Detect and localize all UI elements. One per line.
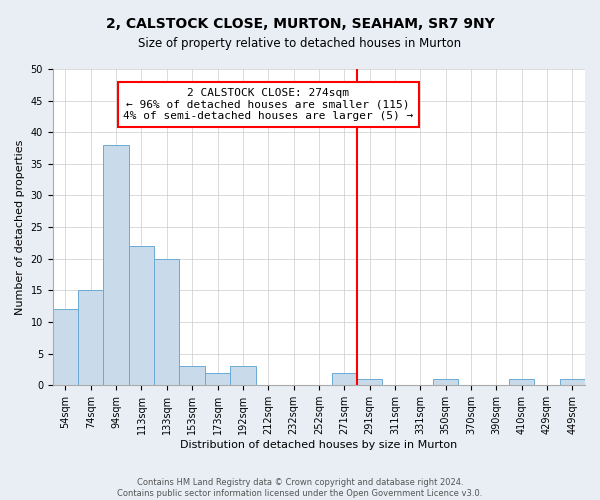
Bar: [509, 379, 535, 385]
Bar: [433, 379, 458, 385]
Bar: [129, 246, 154, 385]
X-axis label: Distribution of detached houses by size in Murton: Distribution of detached houses by size …: [180, 440, 458, 450]
Bar: [103, 145, 129, 385]
Bar: [357, 379, 382, 385]
Bar: [560, 379, 585, 385]
Bar: [53, 310, 78, 385]
Y-axis label: Number of detached properties: Number of detached properties: [15, 140, 25, 315]
Bar: [78, 290, 103, 385]
Bar: [154, 258, 179, 385]
Text: 2, CALSTOCK CLOSE, MURTON, SEAHAM, SR7 9NY: 2, CALSTOCK CLOSE, MURTON, SEAHAM, SR7 9…: [106, 18, 494, 32]
Text: Size of property relative to detached houses in Murton: Size of property relative to detached ho…: [139, 38, 461, 51]
Text: Contains HM Land Registry data © Crown copyright and database right 2024.
Contai: Contains HM Land Registry data © Crown c…: [118, 478, 482, 498]
Bar: [332, 372, 357, 385]
Bar: [205, 372, 230, 385]
Bar: [179, 366, 205, 385]
Bar: [230, 366, 256, 385]
Text: 2 CALSTOCK CLOSE: 274sqm
← 96% of detached houses are smaller (115)
4% of semi-d: 2 CALSTOCK CLOSE: 274sqm ← 96% of detach…: [123, 88, 413, 121]
